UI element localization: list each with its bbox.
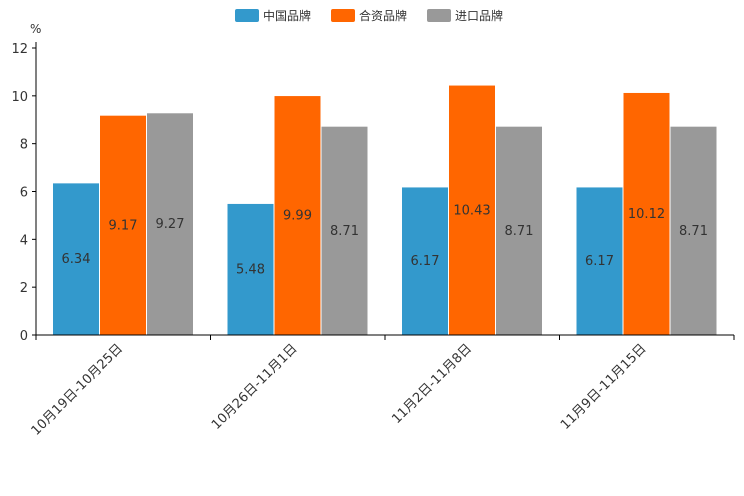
y-tick-label-5: 10 [11,90,28,105]
bar-value-label-2-3: 8.71 [679,224,708,239]
legend-swatch-1 [331,9,355,22]
legend-label-2: 进口品牌 [455,9,503,23]
y-tick-label-2: 4 [20,233,28,248]
y-tick-label-0: 0 [20,329,28,344]
bar-value-label-0-3: 6.17 [585,254,614,269]
bar-1-1 [274,96,321,335]
bar-value-label-0-1: 5.48 [236,262,265,277]
x-category-label-1: 10月26日-11月1日 [209,341,301,433]
y-tick-label-3: 6 [20,186,28,201]
bar-0-0 [53,183,99,335]
y-axis: 0 2 4 6 8 10 12 [11,42,37,344]
bar-2-0 [147,113,193,335]
x-category-label-0: 10月19日-10月25日 [29,341,126,438]
bar-value-label-2-2: 8.71 [505,224,534,239]
legend-swatch-0 [235,9,259,22]
bar-value-label-0-0: 6.34 [62,252,91,267]
legend-label-1: 合资品牌 [359,8,407,23]
y-axis-unit-label: % [30,22,41,36]
legend: 中国品牌 合资品牌 进口品牌 [235,8,503,23]
bar-value-label-2-1: 8.71 [330,224,359,239]
bar-0-2 [402,187,448,335]
legend-swatch-2 [427,9,451,22]
legend-label-0: 中国品牌 [263,8,311,23]
x-category-label-3: 11月9日-11月15日 [558,341,650,433]
bar-value-label-1-1: 9.99 [283,209,312,224]
bar-0-1 [227,203,274,335]
bar-2-1 [321,126,368,335]
bar-value-label-1-0: 9.17 [109,218,138,233]
bar-value-label-1-2: 10.43 [453,203,490,218]
bar-2-3 [670,126,717,335]
bar-value-label-0-2: 6.17 [411,254,440,269]
y-tick-label-1: 2 [20,281,28,296]
y-tick-label-4: 8 [20,138,28,153]
y-tick-label-6: 12 [11,42,28,57]
bar-value-label-1-3: 10.12 [628,207,665,222]
bar-1-3 [623,92,670,335]
bars: 6.34 9.17 9.27 5.48 9.99 8.71 6.17 10.43 8.71 6.1… [53,85,717,335]
bar-0-3 [576,187,623,335]
bar-value-label-2-0: 9.27 [156,217,185,232]
bar-2-2 [496,126,542,335]
bar-1-0 [100,115,146,335]
x-category-label-2: 11月2日-11月8日 [389,341,475,427]
bar-1-2 [449,85,495,335]
x-axis: 10月19日-10月25日 10月26日-11月1日 11月2日-11月8日 11月9… [29,334,735,439]
